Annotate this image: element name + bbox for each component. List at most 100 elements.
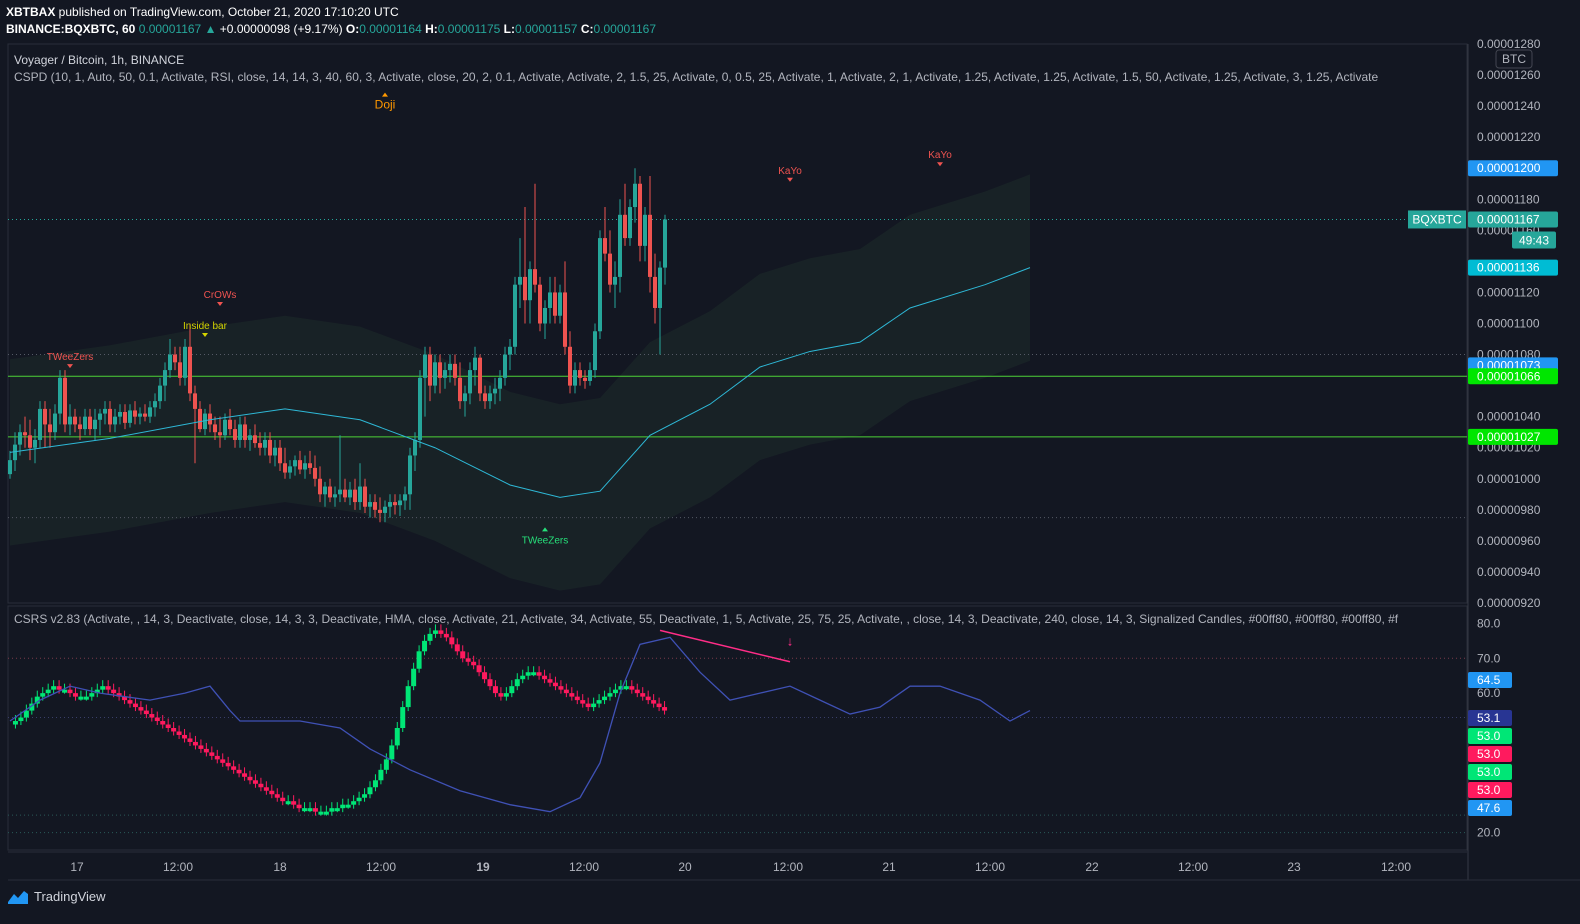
candle-body[interactable]: [28, 435, 32, 448]
candle-body[interactable]: [223, 419, 227, 436]
candle-body[interactable]: [373, 502, 377, 510]
candle-body[interactable]: [113, 416, 117, 425]
candle-body[interactable]: [458, 377, 462, 402]
candle-body[interactable]: [453, 363, 457, 378]
candle-body[interactable]: [658, 267, 662, 308]
candle-body[interactable]: [303, 463, 307, 470]
candle-body[interactable]: [173, 354, 177, 363]
candle-body[interactable]: [238, 424, 242, 440]
candle-body[interactable]: [298, 460, 302, 470]
candle-body[interactable]: [158, 385, 162, 402]
candle-body[interactable]: [168, 354, 172, 371]
candle-body[interactable]: [323, 486, 327, 495]
candle-body[interactable]: [428, 354, 432, 386]
candle-body[interactable]: [248, 435, 252, 440]
candle-body[interactable]: [18, 432, 22, 445]
candle-body[interactable]: [83, 416, 87, 430]
candle-body[interactable]: [48, 424, 52, 433]
candle-body[interactable]: [388, 502, 392, 507]
candle-body[interactable]: [328, 486, 332, 498]
candle-body[interactable]: [563, 292, 567, 347]
candle-body[interactable]: [478, 357, 482, 394]
candle-body[interactable]: [198, 408, 202, 430]
candle-body[interactable]: [593, 331, 597, 371]
candle-body[interactable]: [598, 238, 602, 332]
candle-body[interactable]: [153, 401, 157, 408]
candle-body[interactable]: [663, 219, 667, 268]
candle-body[interactable]: [283, 463, 287, 473]
candle-body[interactable]: [588, 370, 592, 381]
candle-body[interactable]: [73, 416, 77, 425]
candle-body[interactable]: [8, 460, 12, 475]
candle-body[interactable]: [483, 393, 487, 402]
candle-body[interactable]: [633, 183, 637, 208]
candle-body[interactable]: [188, 346, 192, 394]
candle-body[interactable]: [513, 284, 517, 347]
candle-body[interactable]: [558, 292, 562, 316]
csrs-indicator-legend[interactable]: CSRS v2.83 (Activate, , 14, 3, Deactivat…: [14, 612, 1399, 626]
candle-body[interactable]: [448, 363, 452, 371]
candle-body[interactable]: [613, 276, 617, 285]
candle-body[interactable]: [103, 408, 107, 414]
candle-body[interactable]: [503, 354, 507, 378]
candle-body[interactable]: [263, 439, 267, 448]
candle-body[interactable]: [583, 377, 587, 381]
candle-body[interactable]: [208, 413, 212, 425]
candle-body[interactable]: [528, 269, 532, 301]
author-name[interactable]: XBTBAX: [6, 5, 56, 19]
candle-body[interactable]: [433, 362, 437, 386]
candle-body[interactable]: [23, 432, 27, 436]
candle-body[interactable]: [608, 253, 612, 285]
candle-body[interactable]: [148, 407, 152, 417]
candle-body[interactable]: [508, 346, 512, 355]
candle-body[interactable]: [628, 207, 632, 239]
candle-body[interactable]: [333, 494, 337, 498]
currency-badge[interactable]: [1495, 49, 1533, 69]
candle-body[interactable]: [308, 463, 312, 468]
candle-body[interactable]: [488, 393, 492, 402]
candle-body[interactable]: [498, 377, 502, 389]
candle-body[interactable]: [58, 377, 62, 414]
candle-body[interactable]: [548, 292, 552, 308]
candle-body[interactable]: [338, 489, 342, 495]
candle-body[interactable]: [473, 357, 477, 371]
candle-body[interactable]: [288, 466, 292, 473]
candle-body[interactable]: [423, 354, 427, 378]
candle-body[interactable]: [33, 439, 37, 448]
candle-body[interactable]: [258, 443, 262, 448]
candle-body[interactable]: [418, 377, 422, 440]
candle-body[interactable]: [53, 413, 57, 433]
candle-body[interactable]: [363, 486, 367, 507]
candle-body[interactable]: [643, 214, 647, 246]
candle-body[interactable]: [368, 502, 372, 507]
candle-body[interactable]: [523, 276, 527, 301]
candle-body[interactable]: [358, 486, 362, 503]
candle-body[interactable]: [268, 439, 272, 456]
candle-body[interactable]: [193, 393, 197, 409]
candle-body[interactable]: [493, 388, 497, 394]
candle-body[interactable]: [623, 214, 627, 239]
candle-body[interactable]: [13, 444, 17, 461]
candle-body[interactable]: [553, 292, 557, 316]
cspd-indicator-legend[interactable]: CSPD (10, 1, Auto, 50, 0.1, Activate, RS…: [14, 70, 1379, 84]
candle-body[interactable]: [413, 439, 417, 456]
candle-body[interactable]: [293, 460, 297, 467]
candle-body[interactable]: [568, 346, 572, 386]
candle-body[interactable]: [638, 183, 642, 246]
candle-body[interactable]: [123, 412, 127, 423]
candle-body[interactable]: [398, 500, 402, 506]
candle-body[interactable]: [518, 276, 522, 285]
candle-body[interactable]: [603, 238, 607, 254]
candle-body[interactable]: [243, 424, 247, 440]
candle-body[interactable]: [98, 413, 102, 420]
candle-body[interactable]: [108, 408, 112, 425]
candle-body[interactable]: [273, 447, 277, 456]
candle-body[interactable]: [468, 370, 472, 394]
candle-body[interactable]: [143, 413, 147, 417]
candle-body[interactable]: [348, 489, 352, 498]
candle-body[interactable]: [88, 416, 92, 430]
candle-body[interactable]: [463, 393, 467, 402]
candle-body[interactable]: [648, 214, 652, 277]
tradingview-brand[interactable]: TradingView: [8, 889, 106, 904]
